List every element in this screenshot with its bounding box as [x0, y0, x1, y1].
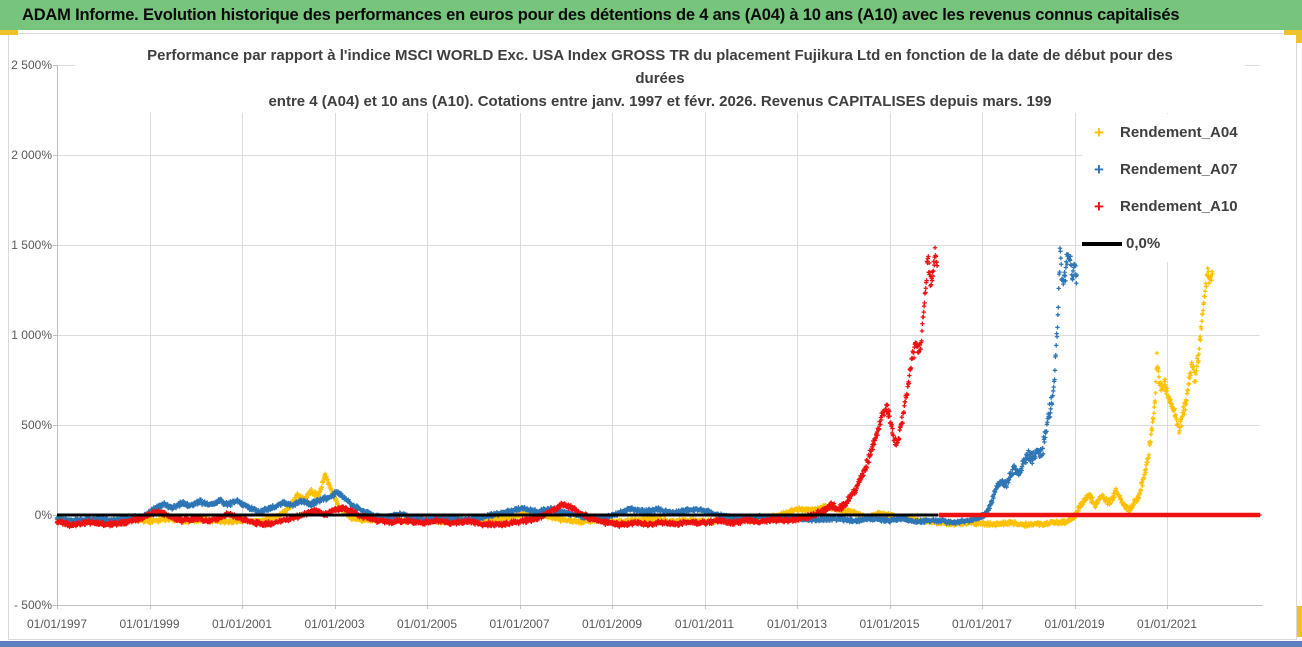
- x-axis-label: 01/01/2011: [674, 617, 735, 631]
- x-axis-label: 01/01/2001: [211, 617, 273, 631]
- legend-label: Rendement_A07: [1120, 161, 1238, 178]
- x-axis-label: 01/01/2021: [1136, 617, 1198, 631]
- legend-item-rendement-a07[interactable]: + Rendement_A07: [1082, 151, 1270, 188]
- x-axis-label: 01/01/2003: [304, 617, 365, 631]
- plus-marker-icon: +: [1094, 160, 1104, 179]
- plus-marker-icon: +: [1094, 197, 1104, 216]
- x-axis-label: 01/01/1997: [26, 617, 88, 631]
- x-axis-label: 01/01/2005: [396, 617, 458, 631]
- x-axis-label: 01/01/2019: [1044, 617, 1105, 631]
- chart-title: Performance par rapport à l'indice MSCI …: [75, 44, 1245, 113]
- plus-marker-icon: +: [1094, 123, 1104, 142]
- y-axis-label: 1 500%: [11, 238, 52, 252]
- legend-item-rendement-a10[interactable]: + Rendement_A10: [1082, 188, 1270, 225]
- chart-title-line-3: entre 4 (A04) et 10 ans (A10). Cotations…: [268, 93, 1052, 110]
- gold-border-accent-left: [0, 30, 18, 35]
- legend-label: Rendement_A10: [1120, 198, 1238, 215]
- gold-border-accent-right: [1296, 30, 1302, 43]
- gold-border-accent-bottom-right: [1297, 606, 1302, 637]
- x-axis-label: 01/01/2013: [766, 617, 828, 631]
- y-axis-label: 1 000%: [11, 328, 52, 342]
- y-axis-label: 500%: [21, 418, 52, 432]
- y-axis: 2 500% 2 000% 1 500% 1 000% 500% 0% - 500%: [0, 0, 52, 647]
- legend-item-zero-line[interactable]: 0,0%: [1082, 225, 1270, 262]
- x-axis-label: 01/01/2017: [951, 617, 1013, 631]
- y-axis-label: 2 000%: [11, 148, 52, 162]
- y-axis-label: 2 500%: [11, 58, 52, 72]
- x-axis-label: 01/01/2007: [489, 617, 550, 631]
- x-axis-label: 01/01/1999: [119, 617, 180, 631]
- chart-title-line-2: durées: [635, 70, 685, 87]
- zero-line-swatch: [1082, 241, 1122, 246]
- x-axis-label: 01/01/2015: [859, 617, 920, 631]
- y-axis-label: - 500%: [13, 598, 52, 612]
- chart-legend[interactable]: + Rendement_A04 + Rendement_A07 + Rendem…: [1082, 114, 1270, 262]
- bottom-window-strip: [0, 641, 1302, 647]
- x-axis-label: 01/01/2009: [581, 617, 643, 631]
- chart-title-line-1: Performance par rapport à l'indice MSCI …: [147, 47, 1173, 64]
- banner-title-text: ADAM Informe. Evolution historique des p…: [22, 5, 1180, 24]
- legend-label: Rendement_A04: [1120, 124, 1238, 141]
- y-axis-label: 0%: [34, 508, 52, 522]
- sheet-title-banner: ADAM Informe. Evolution historique des p…: [0, 0, 1302, 30]
- legend-item-rendement-a04[interactable]: + Rendement_A04: [1082, 114, 1270, 151]
- gold-border-accent-top-right: [1284, 30, 1302, 35]
- legend-label: 0,0%: [1126, 235, 1161, 252]
